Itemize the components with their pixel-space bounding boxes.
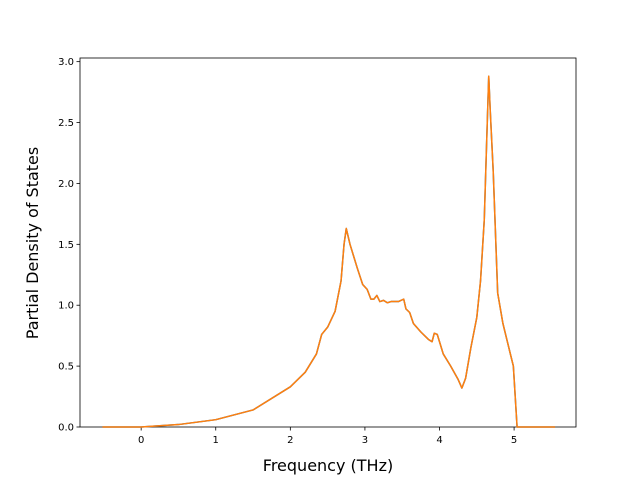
x-axis-label: Frequency (THz) — [263, 456, 393, 475]
x-tick-label: 1 — [213, 435, 219, 446]
y-tick-label: 3.0 — [58, 57, 74, 68]
y-tick-label: 0.5 — [58, 362, 74, 373]
x-tick-label: 4 — [436, 435, 442, 446]
plot-frame — [79, 57, 577, 428]
x-tick-label: 3 — [362, 435, 368, 446]
x-tick-label: 5 — [511, 435, 517, 446]
y-tick-label: 0.0 — [58, 423, 74, 434]
y-tick-label: 2.5 — [58, 118, 74, 129]
y-tick-label: 2.0 — [58, 179, 74, 190]
y-axis-label: Partial Density of States — [23, 147, 42, 339]
x-tick-label: 0 — [138, 435, 144, 446]
x-tick-label: 2 — [287, 435, 293, 446]
data-line — [102, 75, 556, 428]
y-tick-label: 1.5 — [58, 240, 74, 251]
y-tick-label: 1.0 — [58, 301, 74, 312]
